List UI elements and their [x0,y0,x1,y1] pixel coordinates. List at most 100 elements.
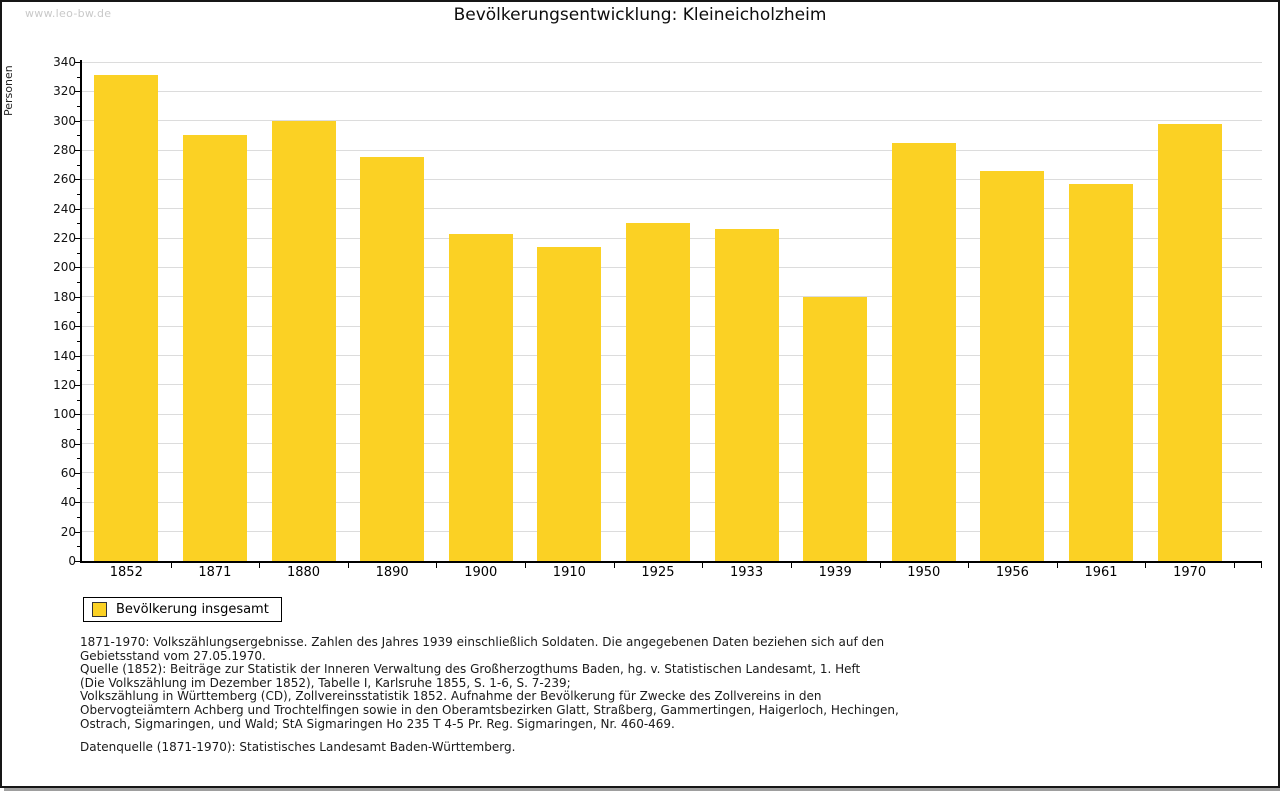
y-tick-label-200: 200 [53,260,76,275]
x-tick-4 [436,563,438,568]
y-tick-label-160: 160 [53,319,76,334]
y-tick-320 [74,91,81,93]
bar-group-1880 [259,62,348,561]
y-tick-label-0: 0 [68,554,76,568]
bar-group-1961 [1057,62,1146,561]
frame-shadow [4,788,1280,791]
bar-group-1852 [82,62,171,561]
y-tick-210 [77,252,81,254]
x-tick-label-1880: 1880 [286,565,321,580]
y-tick-230 [77,223,81,225]
bar-1900[interactable] [448,233,513,561]
bar-group-1933 [702,62,791,561]
watermark-link[interactable]: www.leo-bw.de [25,7,112,20]
y-tick-label-220: 220 [53,231,76,246]
y-axis-title: Personen [2,65,15,117]
x-tick-label-1925: 1925 [641,565,675,580]
y-tick-label-300: 300 [53,113,76,128]
x-tick-label-1961: 1961 [1084,565,1118,580]
bar-1880[interactable] [271,120,336,561]
bar-group-1900 [436,62,525,561]
x-tick-8 [790,563,792,568]
x-tick-label-1871: 1871 [198,565,232,580]
x-tick-label-1933: 1933 [730,565,764,580]
footnotes: 1871-1970: Volkszählungsergebnisse. Zahl… [80,635,1230,755]
y-tick-70 [77,458,81,460]
x-tick-label-1852: 1852 [109,565,143,580]
bar-1961[interactable] [1069,183,1133,561]
bar-1970[interactable] [1157,123,1222,561]
y-tick-180 [74,296,81,298]
y-tick-label-40: 40 [60,495,76,510]
bar-group-1871 [171,62,260,561]
x-tick-3 [347,563,349,568]
bar-group-1925 [614,62,703,561]
x-tick-label-1970: 1970 [1173,565,1207,580]
y-tick-label-240: 240 [53,201,76,216]
footnote-line: 1871-1970: Volkszählungsergebnisse. Zahl… [80,635,885,649]
footnote-line: Gebietsstand vom 27.05.1970. [80,648,266,663]
x-axis-end-tick [1261,563,1262,568]
y-tick-90 [77,428,81,430]
gridline-260 [82,178,1262,180]
bar-1933[interactable] [714,229,779,561]
x-tick-6 [613,563,615,568]
x-tick-1 [170,563,172,568]
gridline-320 [82,90,1262,92]
bar-1956[interactable] [980,170,1045,561]
legend[interactable]: Bevölkerung insgesamt [83,597,282,622]
bar-1925[interactable] [625,223,690,561]
bar-1910[interactable] [537,246,602,561]
x-tick-11 [1056,563,1058,568]
y-tick-label-320: 320 [53,84,76,99]
y-tick-label-340: 340 [53,55,76,69]
x-tick-9 [879,563,881,568]
y-tick-190 [77,282,81,284]
footnote-line: Obervogteiämtern Achberg und Trochtelfin… [80,702,899,717]
y-tick-220 [74,238,81,240]
bar-group-1939 [791,62,880,561]
legend-label: Bevölkerung insgesamt [116,602,269,617]
y-tick-40 [74,502,81,504]
footnote-line: Ostrach, Sigmaringen, und Wald; StA Sigm… [80,716,675,731]
bar-1890[interactable] [360,157,425,561]
y-tick-280 [74,150,81,152]
gridline-240 [82,208,1262,210]
y-tick-label-280: 280 [53,143,76,158]
x-tick-label-1950: 1950 [907,565,941,580]
y-tick-110 [77,399,81,401]
x-tick-10 [968,563,970,568]
y-tick-160 [74,326,81,328]
y-tick-label-80: 80 [60,436,76,451]
y-tick-300 [74,120,81,122]
y-tick-260 [74,179,81,181]
y-tick-140 [74,355,81,357]
x-tick-label-1890: 1890 [375,565,409,580]
y-tick-20 [74,531,81,533]
bars-layer [82,62,1234,561]
x-axis-labels: 1852 1871 1880 1890 1900 1910 1925 1933 1939 1950… [82,565,1234,580]
y-tick-label-180: 180 [53,289,76,304]
x-tick-2 [259,563,261,568]
y-tick-270 [77,164,81,166]
bar-1950[interactable] [891,142,956,561]
x-tick-label-1939: 1939 [818,565,852,580]
y-tick-290 [77,135,81,137]
bar-1939[interactable] [803,296,868,561]
bar-1871[interactable] [182,135,247,561]
bar-group-1910 [525,62,614,561]
y-tick-label-140: 140 [53,348,76,363]
y-tick-label-120: 120 [53,377,76,392]
chart-title: Bevölkerungsentwicklung: Kleineicholzhei… [453,5,827,25]
gridline-340 [82,61,1262,63]
y-tick-label-20: 20 [60,524,76,539]
y-tick-150 [77,340,81,342]
x-axis-line [80,561,1262,563]
bar-1852[interactable] [94,75,159,561]
x-tick-label-1900: 1900 [464,565,498,580]
y-tick-100 [74,414,81,416]
gridline-280 [82,149,1262,151]
y-tick-310 [77,106,81,108]
bar-group-1950 [879,62,968,561]
y-tick-0 [74,561,81,562]
